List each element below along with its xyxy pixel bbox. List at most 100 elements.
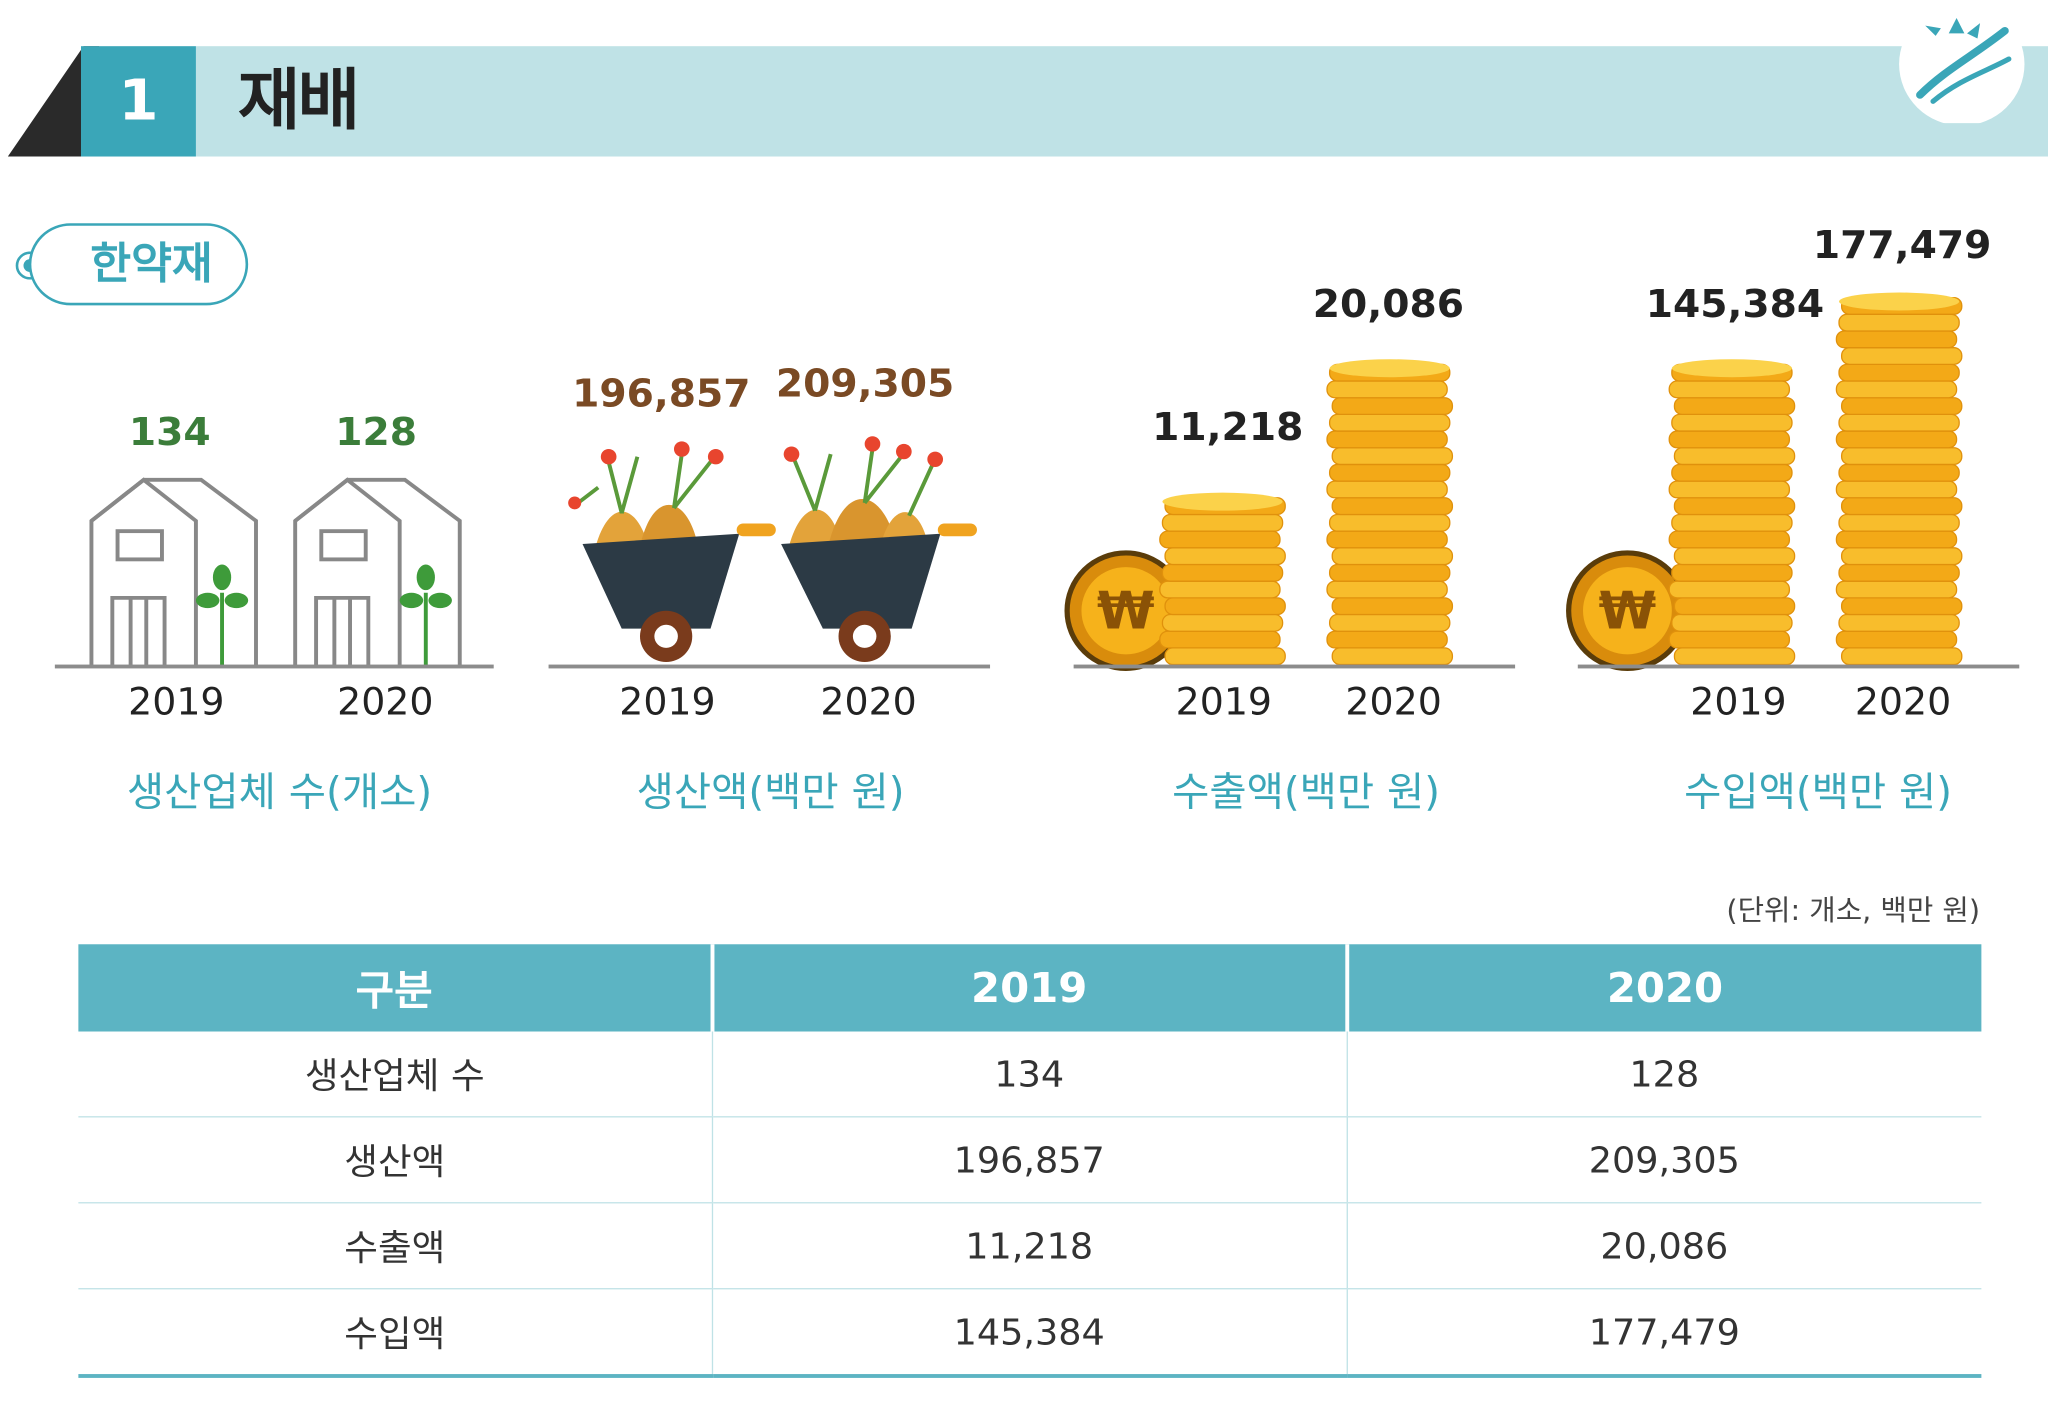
coin xyxy=(1164,647,1286,666)
value-label: 209,305 xyxy=(775,361,955,407)
coin xyxy=(1159,530,1281,549)
x-tick-label: 2019 xyxy=(619,679,716,724)
coin-stack-bar-2019 xyxy=(1159,492,1286,666)
table-row: 생산액 196,857 209,305 xyxy=(78,1116,1982,1204)
coin xyxy=(1328,513,1451,532)
coin xyxy=(1164,547,1286,566)
coin xyxy=(1161,613,1284,632)
coin xyxy=(1673,597,1796,616)
coin xyxy=(1164,597,1286,616)
coin xyxy=(1838,363,1960,382)
coin xyxy=(1673,547,1796,566)
data-table: 구분 2019 2020 생산업체 수 134 128 생산액 196,857 … xyxy=(78,944,1982,1378)
value-label: 196,857 xyxy=(572,372,751,417)
x-tick-label: 2019 xyxy=(1690,679,1787,724)
coin-top xyxy=(1839,292,1960,311)
coin xyxy=(1840,547,1963,566)
table-row: 수입액 145,384 177,479 xyxy=(78,1288,1982,1378)
coin-stack-bar-2019 xyxy=(1668,359,1796,666)
coin xyxy=(1668,430,1791,449)
table-cell: 수출액 xyxy=(78,1202,712,1290)
coin xyxy=(1331,547,1454,566)
table-cell: 209,305 xyxy=(1345,1116,1982,1204)
value-label: 20,086 xyxy=(1312,282,1465,328)
svg-text:₩: ₩ xyxy=(1097,582,1155,641)
table-header-row: 구분 2019 2020 xyxy=(78,944,1982,1032)
table-cell: 생산액 xyxy=(78,1116,712,1204)
coin xyxy=(1840,447,1963,466)
coin xyxy=(1326,480,1448,499)
x-tick-label: 2019 xyxy=(128,679,225,724)
coin-stacks xyxy=(1159,359,1454,666)
coin xyxy=(1838,513,1960,532)
section-number: 1 xyxy=(80,46,196,157)
coin xyxy=(1840,497,1963,516)
x-tick-label: 2020 xyxy=(1854,679,1952,724)
coin xyxy=(1161,563,1284,582)
coin xyxy=(1838,613,1960,632)
header-band xyxy=(195,46,2048,157)
coin xyxy=(1673,647,1796,666)
coin xyxy=(1671,563,1793,582)
coin xyxy=(1835,330,1958,349)
coin xyxy=(1326,530,1448,549)
coin xyxy=(1835,530,1958,549)
value-label: 145,384 xyxy=(1645,282,1825,328)
coin xyxy=(1326,580,1448,599)
coin xyxy=(1328,463,1451,482)
coin xyxy=(1671,613,1793,632)
coin xyxy=(1668,480,1791,499)
table-cell: 145,384 xyxy=(711,1288,1347,1378)
table-row: 수출액 11,218 20,086 xyxy=(78,1202,1982,1290)
coin xyxy=(1331,497,1454,516)
value-label: 177,479 xyxy=(1812,223,1992,269)
coin-stack-bar-2020 xyxy=(1326,359,1454,666)
coin xyxy=(1671,413,1793,432)
coin xyxy=(1671,513,1793,532)
table-header-cell: 2019 xyxy=(709,944,1347,1032)
coin-stacks xyxy=(1668,292,1963,666)
coin xyxy=(1668,530,1791,549)
table-cell: 196,857 xyxy=(711,1116,1347,1204)
coin xyxy=(1331,647,1454,666)
x-tick-label: 2020 xyxy=(337,679,434,724)
section-title: 재배 xyxy=(237,62,360,140)
coin xyxy=(1328,613,1451,632)
coin xyxy=(1159,580,1281,599)
coin xyxy=(1838,313,1960,332)
table-cell: 11,218 xyxy=(711,1202,1347,1290)
coin xyxy=(1840,597,1963,616)
greenhouse-icon xyxy=(89,477,258,668)
coin xyxy=(1840,397,1963,416)
coin xyxy=(1668,630,1791,649)
coin xyxy=(1326,430,1448,449)
table-cell: 생산업체 수 xyxy=(78,1031,712,1118)
x-tick-label: 2020 xyxy=(820,679,917,724)
svg-text:₩: ₩ xyxy=(1599,582,1657,641)
coin xyxy=(1840,347,1963,366)
chart-baseline xyxy=(548,664,991,669)
coin xyxy=(1835,580,1958,599)
coin xyxy=(1835,380,1958,399)
chart-title: 생산액(백만 원) xyxy=(636,769,905,816)
coin xyxy=(1671,463,1793,482)
coin xyxy=(1838,413,1960,432)
table-header-cell: 구분 xyxy=(78,944,712,1032)
coin xyxy=(1838,463,1960,482)
unit-note: (단위: 개소, 백만 원) xyxy=(1726,895,1981,928)
coin xyxy=(1328,563,1451,582)
ginseng-logo-icon xyxy=(1899,5,2025,124)
header-corner-shape xyxy=(7,46,100,157)
value-label: 11,218 xyxy=(1152,405,1304,451)
table-cell: 20,086 xyxy=(1345,1202,1982,1290)
value-label: 128 xyxy=(335,410,418,456)
coin xyxy=(1835,430,1958,449)
table-cell: 수입액 xyxy=(78,1288,712,1378)
coin xyxy=(1838,563,1960,582)
coin xyxy=(1331,597,1454,616)
x-tick-label: 2020 xyxy=(1345,679,1442,724)
won-coin-icon: ₩ xyxy=(1064,550,1188,671)
coin xyxy=(1326,380,1448,399)
greenhouse-icon xyxy=(293,477,462,668)
chart-baseline xyxy=(1073,664,1516,669)
